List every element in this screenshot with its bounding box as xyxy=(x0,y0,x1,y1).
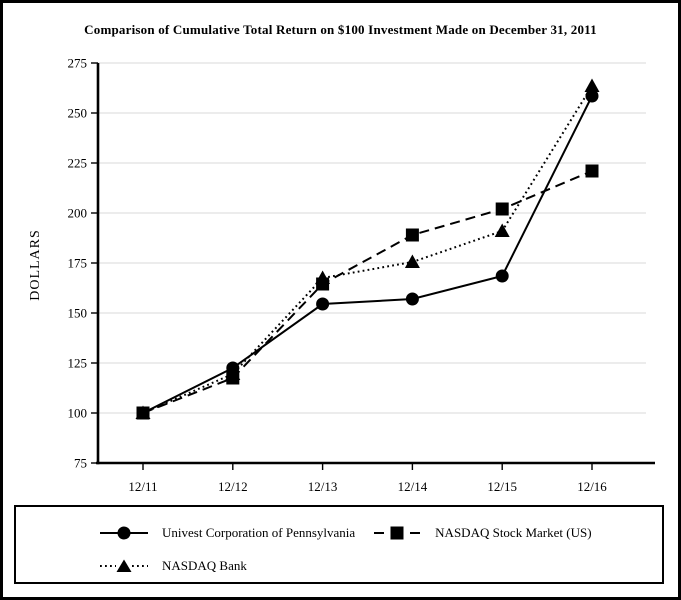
solid-line-circle-marker-icon xyxy=(100,526,148,539)
y-tick-label: 275 xyxy=(68,56,88,71)
data-point-square xyxy=(585,164,599,178)
legend-row-2: NASDAQ Bank xyxy=(100,549,662,582)
legend-label-univest: Univest Corporation of Pennsylvania xyxy=(162,524,356,540)
data-point-square xyxy=(405,228,419,242)
data-point-triangle xyxy=(135,405,151,419)
x-tick-label: 12/12 xyxy=(218,479,248,494)
x-tick-label: 12/14 xyxy=(398,479,428,494)
data-point-square xyxy=(495,202,509,216)
x-tick-label: 12/15 xyxy=(487,479,517,494)
data-point-triangle xyxy=(404,254,420,268)
y-axis-title: DOLLARS xyxy=(28,229,43,301)
dashed-line-square-marker-icon xyxy=(374,526,421,539)
data-point-circle xyxy=(405,292,419,306)
legend-label-nasdaq-bank: NASDAQ Bank xyxy=(162,557,247,573)
legend-item-univest: Univest Corporation of Pennsylvania xyxy=(100,525,355,541)
chart-legend: Univest Corporation of Pennsylvania NASD… xyxy=(14,505,664,584)
series-line-square xyxy=(142,170,593,414)
data-point-circle xyxy=(495,269,509,283)
chart-plot-area: 75 100 125 150 175 200 225 250 275 12/11 12/12 12/1… xyxy=(28,56,655,494)
y-tick-label: 150 xyxy=(68,306,88,321)
legend-row-1: Univest Corporation of Pennsylvania NASD… xyxy=(100,516,662,549)
x-tick-label: 12/11 xyxy=(128,479,157,494)
y-tick-label: 225 xyxy=(68,156,88,171)
legend-item-nasdaq-bank: NASDAQ Bank xyxy=(100,558,247,574)
y-tick-label: 250 xyxy=(68,106,88,121)
y-tick-label: 75 xyxy=(74,456,87,471)
series-line-triangle xyxy=(142,85,593,414)
data-point-triangle xyxy=(584,78,600,92)
dotted-line-triangle-marker-icon xyxy=(100,559,148,572)
y-tick-label: 175 xyxy=(68,256,88,271)
x-tick-label: 12/13 xyxy=(308,479,338,494)
data-point-circle xyxy=(316,297,330,311)
legend-label-nasdaq-stock: NASDAQ Stock Market (US) xyxy=(435,524,592,540)
y-tick-label: 200 xyxy=(68,206,88,221)
y-tick-label: 125 xyxy=(68,356,88,371)
data-point-triangle xyxy=(225,366,241,380)
series-line-circle xyxy=(142,95,593,414)
y-tick-label: 100 xyxy=(68,406,88,421)
x-tick-label: 12/16 xyxy=(577,479,607,494)
legend-item-nasdaq-stock: NASDAQ Stock Market (US) xyxy=(373,524,592,541)
chart-title: Comparison of Cumulative Total Return on… xyxy=(84,22,597,37)
data-point-triangle xyxy=(315,270,331,284)
data-point-triangle xyxy=(494,223,510,237)
data-point-circle xyxy=(585,89,599,103)
